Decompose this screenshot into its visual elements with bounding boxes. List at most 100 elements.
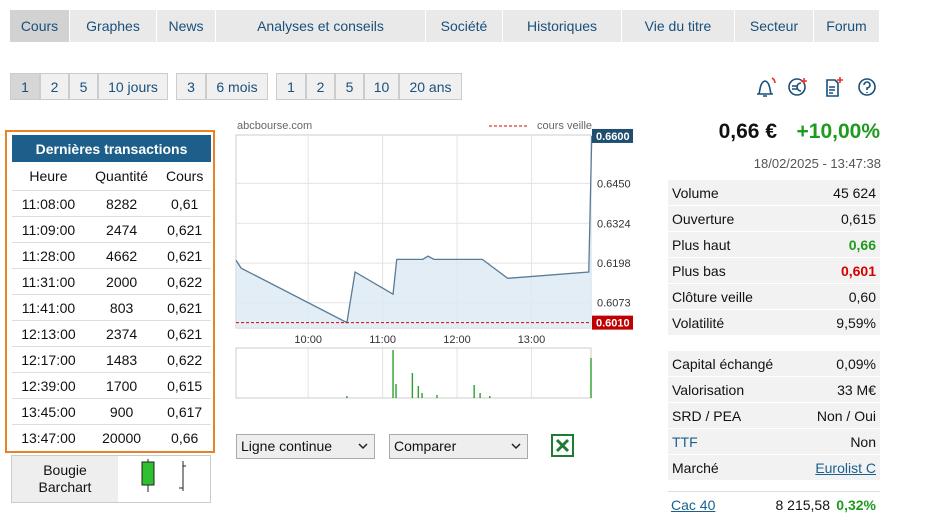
help-symbol (863, 81, 871, 93)
period-button[interactable]: 3 (176, 73, 206, 100)
nav-tab[interactable]: Graphes (70, 10, 157, 42)
cell: 0,621 (158, 242, 211, 269)
y-tick-label: 0.6324 (597, 218, 631, 230)
transaction-row: 12:39:00 1700 0,615 (12, 372, 211, 399)
cell: 0,61 (158, 190, 211, 217)
nav-tab[interactable]: News (157, 10, 216, 42)
chart-source: abcbourse.com (237, 120, 312, 132)
stat-label: Volatilité (672, 315, 725, 331)
cell: 11:09:00 (12, 216, 85, 243)
help-icon[interactable] (858, 78, 876, 96)
stat-label: Valorisation (672, 382, 745, 398)
header-row: Heure Quantité Cours (12, 162, 211, 191)
select[interactable]: Comparer (389, 434, 528, 459)
transaction-row: 12:17:00 1483 0,622 (12, 346, 211, 373)
stat-label: Marché (672, 460, 719, 476)
alert-icon[interactable] (757, 80, 773, 97)
last-label: 0.6600 (596, 131, 630, 143)
quote-time: 18/02/2025 - 13:47:38 (753, 156, 881, 171)
nav-tab[interactable]: Cours (10, 10, 70, 42)
cell: 2474 (84, 216, 159, 243)
cell: 0,622 (158, 346, 211, 373)
cell: 8282 (84, 190, 159, 217)
cell: 2374 (84, 320, 159, 347)
period-button[interactable]: 5 (69, 73, 98, 100)
euro-symbol (792, 82, 802, 92)
stat-value: Non (850, 434, 876, 450)
prev-close-badge (592, 315, 633, 330)
period-button[interactable]: 1 (276, 73, 306, 100)
period-button[interactable]: 10 (364, 73, 399, 100)
cell: 0,621 (158, 294, 211, 321)
index-link[interactable]: Cac 40 (671, 497, 716, 513)
stat-label: Volume (672, 185, 719, 201)
stat-row: Clôture veille 0,60 (668, 284, 880, 309)
stat-link[interactable]: Eurolist C (815, 460, 876, 476)
volume-bar (590, 358, 592, 398)
stat-label: Plus haut (672, 237, 731, 253)
cell: 0,615 (158, 372, 211, 399)
euro-icon[interactable] (788, 78, 806, 96)
doc-icon[interactable] (826, 79, 839, 97)
nav-tab[interactable]: Vie du titre (622, 10, 735, 42)
stat-link[interactable]: TTF (672, 434, 698, 450)
cell: 20000 (84, 424, 159, 450)
price-area (236, 135, 592, 328)
period-button[interactable]: 2 (40, 73, 69, 100)
candle-icon (141, 461, 155, 486)
cell: 900 (84, 398, 159, 425)
transactions-table[interactable]: Heure Quantité Cours 11:08:00 8282 0,61 11:09:… (12, 162, 211, 450)
transaction-row: 11:08:00 8282 0,61 (12, 190, 211, 217)
nav-tab[interactable]: Analyses et conseils (216, 10, 426, 42)
cell: 11:08:00 (12, 190, 85, 217)
index-value: 8 215,58 (775, 497, 831, 513)
period-button[interactable]: 1 (10, 73, 40, 100)
nav-tab[interactable]: Société (426, 10, 503, 42)
prev-close-label: 0.6010 (596, 318, 630, 330)
change: +10,00% (796, 120, 881, 143)
stat-value: 0,60 (848, 289, 876, 305)
column-header: Heure (29, 168, 68, 184)
chart-style-button[interactable]: Bougie Barchart (12, 456, 118, 502)
cell: 0,621 (158, 216, 211, 243)
cell: 0,66 (158, 424, 211, 450)
nav-tab[interactable]: Forum (814, 10, 880, 42)
volume-bar (473, 385, 475, 398)
transaction-row: 13:47:00 20000 0,66 (12, 424, 211, 450)
cell: 803 (84, 294, 159, 321)
period-button[interactable]: 2 (306, 73, 335, 100)
cell: 11:41:00 (12, 294, 85, 321)
period-button[interactable]: 10 jours (98, 73, 168, 100)
nav-tab[interactable]: Secteur (735, 10, 814, 42)
chart-style-option: Bougie (43, 462, 87, 478)
select[interactable]: Ligne continue (236, 434, 375, 459)
excel-mark (555, 438, 570, 453)
volume-bar (417, 386, 420, 398)
x-tick-label: 11:00 (369, 334, 396, 346)
stat-value: 45 624 (833, 185, 876, 201)
stat-label: Plus bas (672, 263, 726, 279)
nav-tab[interactable]: Historiques (503, 10, 622, 42)
cell: 0,617 (158, 398, 211, 425)
stat-row: Marché Eurolist C (668, 455, 880, 480)
transactions-title: Dernières transactions (12, 135, 211, 162)
period-button[interactable]: 20 ans (399, 73, 462, 100)
cell: 12:17:00 (12, 346, 85, 373)
stat-row: Plus bas 0,601 (668, 258, 880, 283)
cell: 13:47:00 (12, 424, 85, 450)
stat-value: 0,601 (840, 263, 876, 279)
chart-style-option: Barchart (38, 479, 92, 495)
x-tick-label: 12:00 (443, 334, 471, 346)
chart-style-box: Bougie Barchart (11, 455, 211, 503)
volume-bar (479, 393, 481, 398)
volume-bar (346, 396, 348, 398)
stat-value: Non / Oui (816, 408, 876, 424)
cell: 1700 (84, 372, 159, 399)
period-button[interactable]: 5 (335, 73, 364, 100)
stat-row: Volatilité 9,59% (668, 310, 880, 335)
period-button[interactable]: 6 mois (206, 73, 268, 100)
legend-label: cours veille (537, 120, 592, 132)
transaction-row: 11:31:00 2000 0,622 (12, 268, 211, 295)
stat-label: Clôture veille (672, 289, 753, 305)
